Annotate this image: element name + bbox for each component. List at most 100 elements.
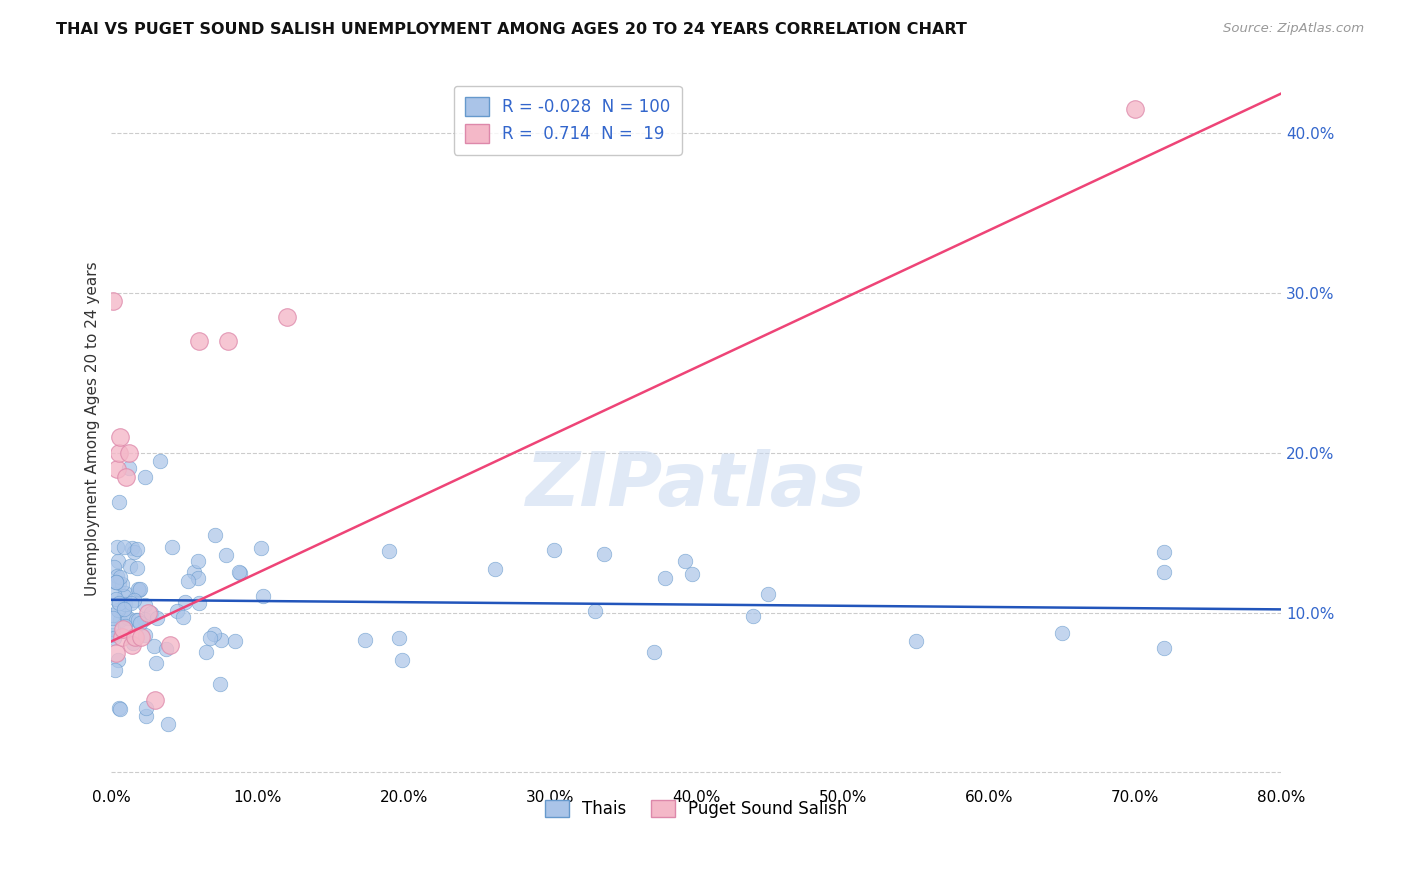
Point bbox=[1050, 626, 1073, 640]
Point bbox=[681, 566, 703, 581]
Point bbox=[135, 701, 157, 715]
Point bbox=[111, 577, 134, 591]
Point bbox=[159, 638, 181, 652]
Point bbox=[134, 599, 156, 613]
Point bbox=[117, 461, 139, 475]
Point bbox=[143, 693, 166, 707]
Point bbox=[104, 663, 127, 677]
Point bbox=[741, 609, 763, 624]
Point bbox=[121, 541, 143, 556]
Point bbox=[146, 610, 169, 624]
Point bbox=[172, 610, 194, 624]
Point bbox=[104, 574, 127, 589]
Point bbox=[583, 604, 606, 618]
Point bbox=[122, 545, 145, 559]
Point bbox=[108, 430, 131, 444]
Point bbox=[177, 574, 200, 588]
Point bbox=[118, 446, 141, 460]
Point bbox=[202, 627, 225, 641]
Point bbox=[101, 623, 124, 637]
Text: Source: ZipAtlas.com: Source: ZipAtlas.com bbox=[1223, 22, 1364, 36]
Point bbox=[114, 597, 136, 611]
Point bbox=[120, 596, 142, 610]
Point bbox=[593, 548, 616, 562]
Point bbox=[135, 709, 157, 723]
Point bbox=[228, 566, 250, 580]
Legend: Thais, Puget Sound Salish: Thais, Puget Sound Salish bbox=[538, 793, 853, 825]
Point bbox=[387, 631, 409, 645]
Point bbox=[105, 540, 128, 554]
Point bbox=[211, 632, 233, 647]
Point bbox=[228, 566, 250, 581]
Point bbox=[117, 610, 139, 624]
Point bbox=[128, 583, 150, 598]
Point bbox=[215, 549, 238, 563]
Y-axis label: Unemployment Among Ages 20 to 24 years: Unemployment Among Ages 20 to 24 years bbox=[86, 261, 100, 596]
Point bbox=[124, 630, 146, 644]
Point bbox=[111, 630, 134, 644]
Point bbox=[107, 602, 129, 616]
Point bbox=[187, 571, 209, 585]
Point bbox=[112, 622, 135, 636]
Point bbox=[105, 591, 128, 606]
Point bbox=[121, 635, 143, 649]
Point bbox=[249, 541, 271, 555]
Point bbox=[145, 656, 167, 670]
Point bbox=[104, 574, 127, 589]
Point bbox=[129, 630, 152, 644]
Point bbox=[124, 593, 146, 607]
Text: ZIPatlas: ZIPatlas bbox=[526, 449, 866, 522]
Point bbox=[195, 645, 218, 659]
Point bbox=[104, 646, 127, 660]
Point bbox=[105, 569, 128, 583]
Point bbox=[1153, 545, 1175, 559]
Point bbox=[112, 589, 135, 603]
Point bbox=[276, 310, 298, 324]
Text: THAI VS PUGET SOUND SALISH UNEMPLOYMENT AMONG AGES 20 TO 24 YEARS CORRELATION CH: THAI VS PUGET SOUND SALISH UNEMPLOYMENT … bbox=[56, 22, 967, 37]
Point bbox=[673, 554, 696, 568]
Point bbox=[112, 541, 135, 555]
Point bbox=[148, 454, 170, 468]
Point bbox=[105, 462, 128, 476]
Point bbox=[108, 701, 131, 715]
Point bbox=[174, 595, 197, 609]
Point bbox=[134, 628, 156, 642]
Point bbox=[204, 528, 226, 542]
Point bbox=[142, 639, 165, 653]
Point bbox=[101, 607, 124, 622]
Point bbox=[125, 613, 148, 627]
Point bbox=[484, 562, 506, 576]
Point bbox=[643, 644, 665, 658]
Point bbox=[108, 596, 131, 610]
Point bbox=[156, 717, 179, 731]
Point bbox=[224, 633, 246, 648]
Point bbox=[101, 294, 124, 309]
Point bbox=[127, 613, 149, 627]
Point bbox=[114, 619, 136, 633]
Point bbox=[107, 653, 129, 667]
Point bbox=[252, 589, 274, 603]
Point bbox=[904, 634, 927, 648]
Point bbox=[112, 606, 135, 620]
Point bbox=[136, 606, 159, 620]
Point bbox=[129, 582, 152, 597]
Point bbox=[1153, 566, 1175, 580]
Point bbox=[108, 702, 131, 716]
Point bbox=[160, 540, 183, 554]
Point bbox=[391, 653, 413, 667]
Point bbox=[209, 677, 232, 691]
Point bbox=[110, 570, 132, 584]
Point bbox=[108, 613, 131, 627]
Point bbox=[127, 541, 149, 556]
Point bbox=[200, 632, 222, 646]
Point bbox=[107, 446, 129, 460]
Point bbox=[107, 554, 129, 568]
Point bbox=[187, 554, 209, 568]
Point bbox=[155, 641, 177, 656]
Point bbox=[103, 587, 125, 601]
Point bbox=[127, 561, 149, 575]
Point bbox=[139, 607, 162, 621]
Point bbox=[1153, 641, 1175, 656]
Point bbox=[112, 602, 135, 616]
Point bbox=[129, 615, 152, 630]
